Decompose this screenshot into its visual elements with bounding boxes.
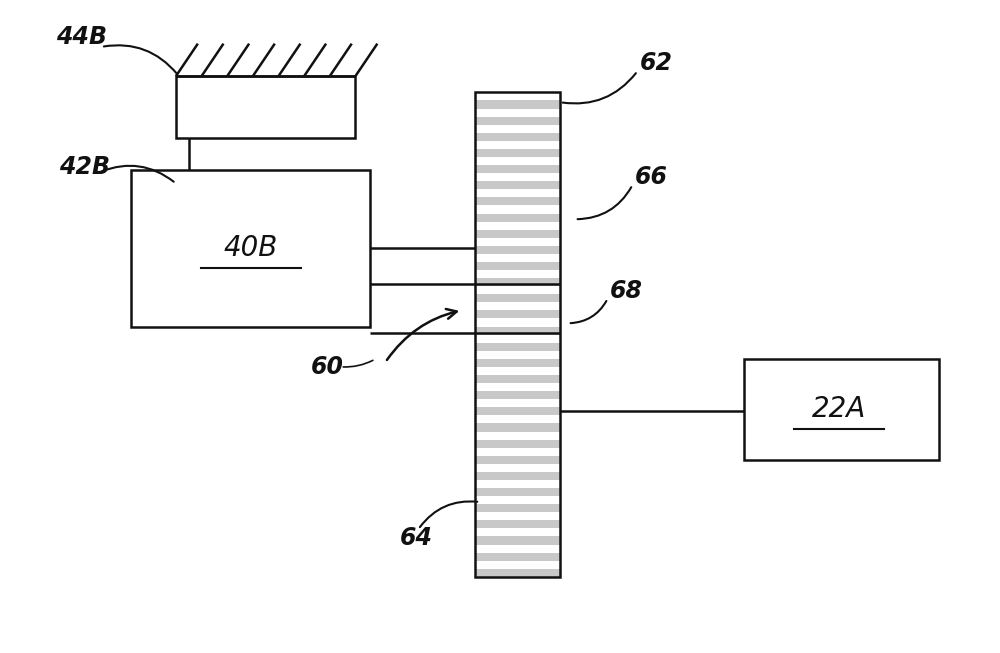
Bar: [475, 488, 560, 496]
Bar: [475, 165, 560, 173]
Bar: [475, 93, 560, 577]
Bar: [475, 351, 560, 359]
Bar: [475, 504, 560, 512]
Bar: [475, 520, 560, 528]
Text: 68: 68: [610, 279, 643, 303]
Bar: [475, 189, 560, 197]
Bar: [475, 295, 560, 302]
Bar: [475, 537, 560, 545]
Bar: [475, 286, 560, 295]
Bar: [176, 76, 355, 138]
Bar: [475, 528, 560, 537]
Bar: [475, 197, 560, 206]
Bar: [475, 415, 560, 423]
Bar: [475, 117, 560, 125]
Bar: [475, 448, 560, 456]
Text: 62: 62: [640, 51, 673, 75]
Bar: [475, 512, 560, 520]
Bar: [475, 391, 560, 399]
Text: 22A: 22A: [812, 395, 866, 423]
Bar: [475, 182, 560, 189]
Bar: [475, 221, 560, 230]
Text: 40B: 40B: [224, 234, 278, 263]
Text: 44B: 44B: [56, 25, 107, 49]
Bar: [475, 310, 560, 319]
Bar: [475, 359, 560, 367]
Bar: [475, 214, 560, 221]
Bar: [475, 125, 560, 133]
Bar: [475, 262, 560, 270]
Bar: [475, 472, 560, 480]
Bar: [475, 278, 560, 286]
Bar: [475, 552, 560, 561]
Bar: [475, 157, 560, 165]
Bar: [475, 399, 560, 407]
Bar: [475, 230, 560, 238]
Bar: [475, 375, 560, 383]
Bar: [475, 343, 560, 351]
Bar: [475, 561, 560, 569]
Text: 42B: 42B: [59, 155, 110, 179]
Bar: [475, 480, 560, 488]
Bar: [475, 319, 560, 326]
Bar: [475, 326, 560, 334]
Bar: [475, 383, 560, 391]
Bar: [131, 170, 370, 326]
Bar: [475, 246, 560, 254]
Bar: [475, 173, 560, 182]
Bar: [475, 423, 560, 432]
Bar: [475, 367, 560, 375]
Bar: [475, 206, 560, 214]
Bar: [475, 456, 560, 464]
Bar: [475, 334, 560, 343]
Bar: [475, 270, 560, 278]
Bar: [475, 254, 560, 262]
Bar: [475, 93, 560, 101]
Bar: [475, 149, 560, 157]
Bar: [475, 407, 560, 415]
Bar: [475, 141, 560, 149]
Bar: [475, 133, 560, 141]
Text: 64: 64: [400, 526, 433, 550]
Bar: [475, 432, 560, 439]
Bar: [475, 101, 560, 108]
Text: 66: 66: [635, 165, 668, 189]
Text: 60: 60: [311, 355, 344, 379]
Bar: [744, 359, 939, 460]
Bar: [475, 302, 560, 310]
Bar: [475, 439, 560, 448]
Bar: [475, 108, 560, 117]
Bar: [475, 464, 560, 472]
Bar: [475, 238, 560, 246]
Bar: [475, 496, 560, 504]
Bar: [475, 569, 560, 577]
Bar: [475, 545, 560, 552]
